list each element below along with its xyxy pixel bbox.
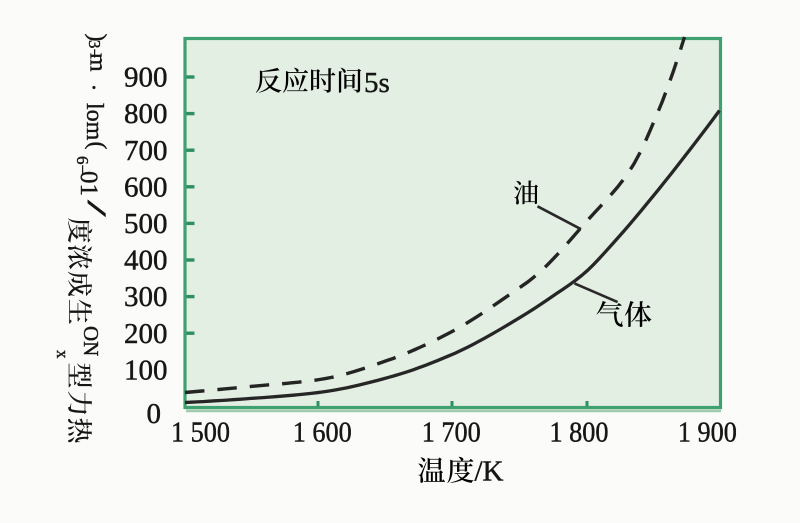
svg-text:/: / bbox=[82, 200, 111, 217]
svg-text:1 900: 1 900 bbox=[678, 417, 737, 449]
svg-text:800: 800 bbox=[124, 98, 168, 130]
svg-text:): ) bbox=[84, 34, 110, 42]
svg-text:300: 300 bbox=[124, 281, 168, 313]
svg-text:m: m bbox=[85, 53, 111, 72]
svg-text:500: 500 bbox=[124, 208, 168, 240]
svg-text:ON: ON bbox=[79, 326, 103, 356]
svg-text:5s: 5s bbox=[364, 67, 390, 99]
svg-text:1 800: 1 800 bbox=[550, 417, 609, 449]
svg-text:0: 0 bbox=[147, 398, 162, 430]
svg-text:1 500: 1 500 bbox=[171, 417, 230, 449]
svg-text:/K: /K bbox=[475, 456, 504, 488]
svg-text:01: 01 bbox=[75, 171, 102, 196]
svg-text:700: 700 bbox=[124, 135, 168, 167]
svg-text:(: ( bbox=[84, 142, 110, 150]
svg-text:1 600: 1 600 bbox=[293, 417, 352, 449]
svg-text:200: 200 bbox=[124, 318, 168, 350]
svg-text:lom: lom bbox=[81, 103, 107, 141]
svg-text:x: x bbox=[53, 350, 72, 359]
svg-text:400: 400 bbox=[124, 245, 168, 277]
svg-text:·: · bbox=[80, 84, 106, 92]
svg-text:900: 900 bbox=[124, 62, 168, 94]
svg-text:100: 100 bbox=[124, 354, 168, 386]
svg-text:6−: 6− bbox=[73, 156, 92, 174]
svg-text:3−: 3− bbox=[85, 40, 104, 58]
svg-text:1 700: 1 700 bbox=[422, 417, 481, 449]
svg-text:600: 600 bbox=[124, 171, 168, 203]
